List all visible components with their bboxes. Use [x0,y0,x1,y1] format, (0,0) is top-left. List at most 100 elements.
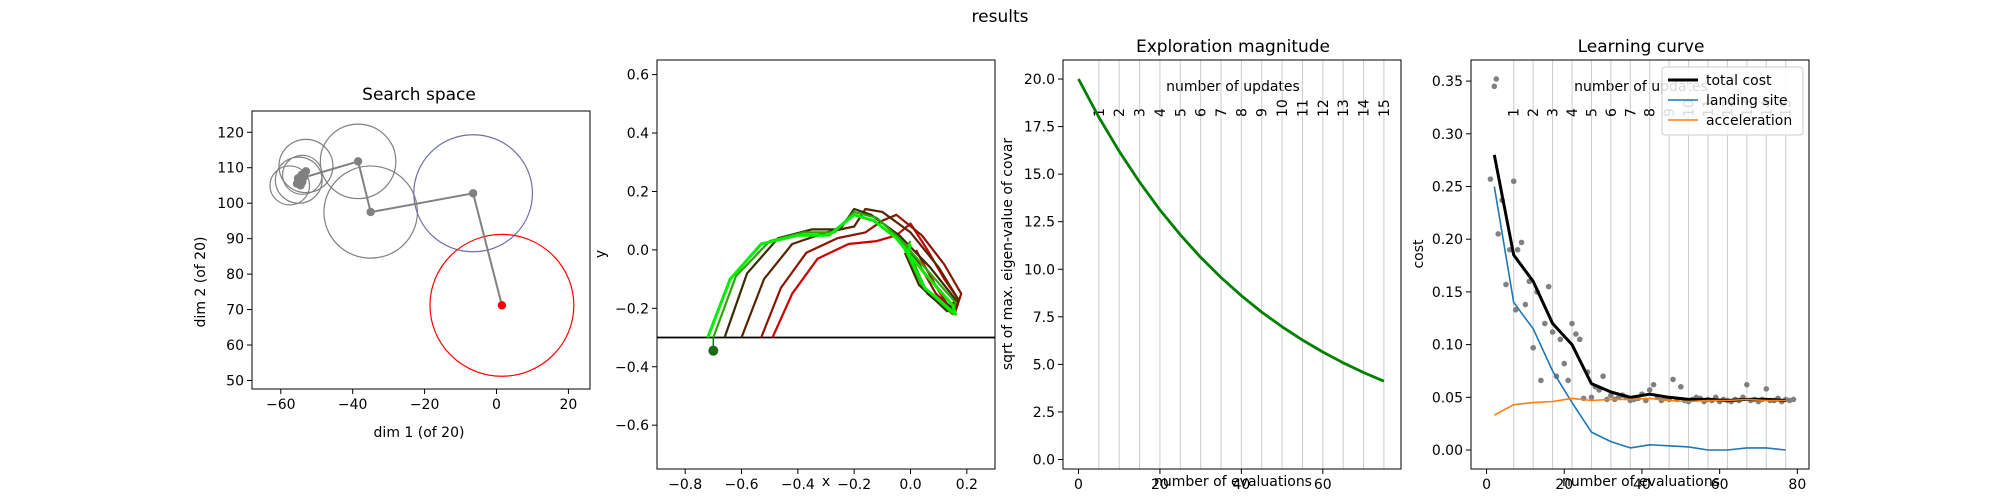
exploration-xtick-label: 0 [1074,477,1083,493]
exploration-xtick-label: 40 [1232,477,1250,493]
trajectory-ytick-label: −0.4 [615,360,649,376]
trajectory-ytick-label: −0.2 [615,301,649,317]
cost-sample [1538,377,1544,384]
trajectory-ytick-label: −0.6 [615,418,649,434]
cost-sample [1522,301,1529,308]
search-space-circle [319,123,397,200]
exploration-update-number: 12 [1316,99,1332,117]
search-space-ytick-label: 100 [217,196,244,212]
exploration-updates-label: number of updates [1166,79,1300,95]
search-space-xtick-label: 0 [492,397,501,413]
trajectory-xtick-label: −0.2 [837,477,871,493]
exploration-ytick-label: 5.0 [1033,357,1055,373]
exploration-title: Exploration magnitude [1136,37,1330,57]
cost-sample [1573,331,1579,337]
trajectory-xtick-label: 0.0 [899,477,921,493]
exploration-update-number: 11 [1295,99,1311,117]
learning-curve-axes-frame [1470,59,1810,470]
trajectory-ytick-label: 0.2 [627,184,649,200]
cost-sample [1646,387,1653,393]
search-space-circle [278,138,334,194]
cost-sample [1677,383,1684,390]
cost-sample [1491,83,1498,90]
legend-label: total cost [1706,73,1772,89]
cost-sample [1542,320,1548,327]
cost-sample [1569,320,1575,327]
learning-curve-ytick-label: 0.05 [1432,390,1463,406]
trajectory-line [723,207,957,338]
learning-curve-update-number: 3 [1546,108,1562,117]
cost-sample [1510,178,1517,185]
trajectory-ylabel: y [593,250,609,258]
trajectory-panel: x y −0.8 −0.6 −0.4 −0.2 0.0 0.2 −0.6 −0.4 −0.2 0.… [593,59,996,493]
exploration-update-number: 14 [1357,99,1373,117]
search-space-circle [274,156,323,204]
trajectory-axes-frame [656,59,996,470]
exploration-ytick-label: 2.5 [1033,405,1055,421]
exploration-update-number: 1 [1092,108,1108,117]
exploration-xtick-label: 20 [1151,477,1169,493]
search-space-axes-frame [251,110,591,390]
cost-sample [1650,381,1657,388]
exploration-ytick-label: 0.0 [1033,452,1055,468]
cost-sample [1487,176,1494,182]
search-space-xtick-label: −20 [410,397,440,413]
trajectory-xtick-label: −0.8 [668,477,702,493]
exploration-ytick-label: 20.0 [1024,72,1055,88]
cost-sample [1576,336,1583,343]
learning-curve-line [1492,154,1786,402]
legend-box [1661,66,1804,136]
trajectory-xtick-label: 0.2 [956,477,978,493]
learning-curve-ytick-label: 0.20 [1432,232,1463,248]
search-space-ytick-label: 50 [226,373,244,389]
legend-label: acceleration [1706,113,1792,129]
cost-sample [1561,360,1568,367]
learning-curve-ytick-label: 0.35 [1432,74,1463,90]
exploration-ylabel: sqrt of max. eigen-value of covar [1000,138,1016,371]
learning-curve-xtick-label: 60 [1711,477,1729,493]
trajectory-xlabel: x [822,474,830,490]
exploration-update-number: 8 [1234,108,1250,117]
search-space-xlabel: dim 1 (of 20) [374,425,465,441]
search-space-point [468,189,478,198]
cost-sample [1545,283,1552,290]
exploration-update-number: 6 [1194,108,1210,117]
trajectory-ytick-label: 0.6 [627,68,649,84]
learning-curve-xtick-label: 40 [1633,477,1651,493]
exploration-ytick-label: 15.0 [1024,167,1055,183]
learning-curve-ytick-label: 0.15 [1432,285,1463,301]
search-space-ytick-label: 60 [226,338,244,354]
search-space-ytick-label: 120 [217,125,244,141]
trajectory-ytick-label: 0.0 [627,243,649,259]
learning-curve-update-number: 1 [1507,108,1523,117]
exploration-ytick-label: 12.5 [1024,215,1055,231]
search-space-point [298,173,308,182]
search-space-xtick-label: −40 [338,397,368,413]
landing-point [708,345,719,356]
learning-curve-update-number: 8 [1643,108,1659,117]
search-space-xtick-label: −60 [266,397,296,413]
learning-curve-xlabel: number of evaluations [1562,474,1720,490]
exploration-update-number: 15 [1377,99,1393,117]
search-space-panel: Search space dim 1 (of 20) dim 2 (of 20)… [193,85,591,441]
exploration-ytick-label: 10.0 [1024,262,1055,278]
search-space-point [497,301,507,310]
search-space-ytick-label: 110 [217,161,244,177]
search-space-point [366,207,375,217]
search-space-ytick-label: 70 [226,303,244,319]
trajectory-line [760,213,963,338]
trajectory-xtick-label: −0.6 [725,477,759,493]
search-space-ytick-label: 90 [226,232,244,248]
cost-sample [1495,231,1501,237]
search-space-point [353,157,363,166]
trajectory-ytick-label: 0.4 [627,126,649,142]
cost-sample [1600,373,1606,380]
exploration-panel: Exploration magnitude number of evaluati… [1000,37,1402,493]
search-space-ylabel: dim 2 (of 20) [193,237,209,328]
exploration-axes-frame [1062,59,1402,470]
learning-curve-ytick-label: 0.30 [1432,127,1463,143]
legend-label: landing site [1706,93,1788,109]
exploration-update-number: 3 [1133,108,1149,117]
cost-sample [1588,394,1595,401]
